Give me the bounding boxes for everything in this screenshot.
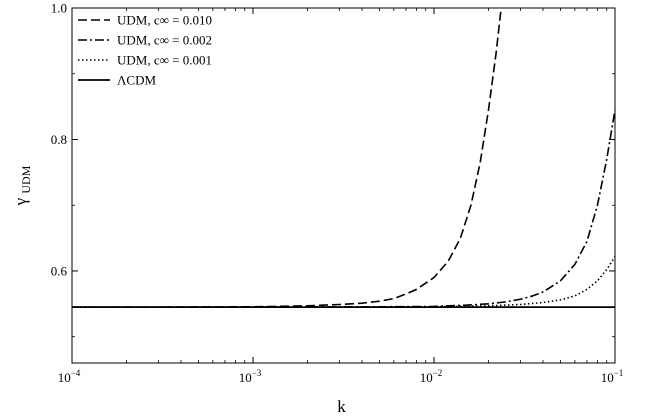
x-tick-label: 10−4 — [58, 368, 81, 385]
x-tick-label-base: 10 — [601, 370, 614, 385]
x-tick-label-base: 10 — [239, 370, 252, 385]
x-tick-label: 10−1 — [601, 368, 624, 385]
legend-label: UDM, c∞ = 0.001 — [117, 53, 212, 68]
x-tick-label-base: 10 — [420, 370, 433, 385]
series-line-3 — [72, 256, 615, 308]
y-axis-label-main: γ — [11, 197, 30, 206]
series-line-2 — [72, 109, 615, 308]
plot-frame — [71, 7, 616, 364]
x-tick-label: 10−2 — [420, 368, 443, 385]
x-tick-label-exponent: −3 — [252, 368, 262, 378]
x-tick-label-base: 10 — [58, 370, 71, 385]
series-line-1 — [72, 8, 502, 308]
axis-ticks: 10−4 10−3 10−2 10−10.60.81.0 — [51, 1, 624, 386]
series-lines — [72, 8, 615, 309]
legend: UDM, c∞ = 0.010 UDM, c∞ = 0.002 UDM, c∞ = … — [78, 13, 212, 88]
x-tick-label-exponent: −2 — [433, 368, 443, 378]
y-tick-label: 1.0 — [51, 1, 67, 16]
x-tick-label-exponent: −4 — [71, 368, 81, 378]
y-tick-label: 0.8 — [51, 132, 67, 147]
legend-label: ΛCDM — [117, 73, 156, 88]
legend-label: UDM, c∞ = 0.002 — [117, 33, 212, 48]
plot-area-border — [71, 7, 616, 364]
y-axis-label: γ UDM — [11, 165, 33, 206]
x-tick-label: 10−3 — [239, 368, 262, 385]
x-axis-label: k — [337, 397, 346, 416]
y-axis-label-sub: UDM — [19, 165, 33, 193]
legend-label: UDM, c∞ = 0.010 — [117, 13, 212, 28]
x-tick-label-exponent: −1 — [614, 368, 624, 378]
y-tick-label: 0.6 — [51, 263, 68, 278]
